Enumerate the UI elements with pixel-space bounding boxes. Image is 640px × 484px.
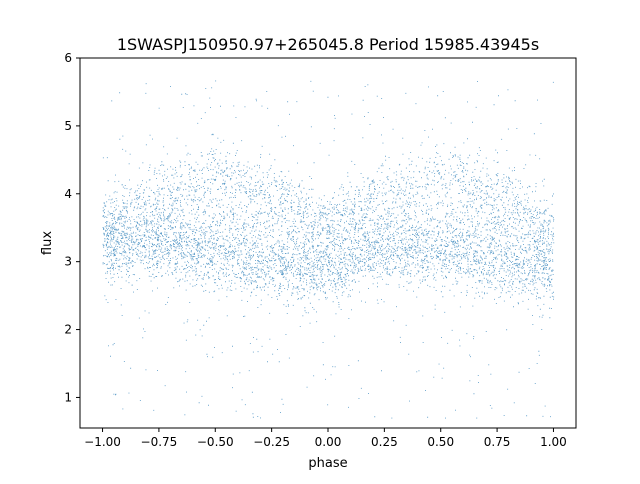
x-axis-ticks: −1.00 −0.75 −0.50 −0.25 0.00 0.25 0.50 0.75 1.00 <box>84 428 567 449</box>
x-tick-label: −1.00 <box>84 435 121 449</box>
x-axis-label: phase <box>308 456 347 471</box>
x-tick-label: −0.50 <box>197 435 234 449</box>
x-tick-label: 0.25 <box>371 435 398 449</box>
y-tick-label: 3 <box>64 255 72 269</box>
x-tick-label: −0.25 <box>253 435 290 449</box>
y-tick-label: 5 <box>64 119 72 133</box>
scatter-points <box>102 80 555 419</box>
y-tick-label: 4 <box>64 187 72 201</box>
y-axis-label: flux <box>40 231 55 255</box>
x-tick-label: −0.75 <box>141 435 178 449</box>
chart-title: 1SWASPJ150950.97+265045.8 Period 15985.4… <box>117 35 539 54</box>
x-tick-label: 0.00 <box>315 435 342 449</box>
x-tick-label: 0.50 <box>427 435 454 449</box>
x-tick-label: 0.75 <box>484 435 511 449</box>
y-tick-label: 6 <box>64 51 72 65</box>
plot-frame <box>79 57 577 429</box>
data-points <box>102 80 555 419</box>
x-tick-label: 1.00 <box>540 435 567 449</box>
y-tick-label: 2 <box>64 323 72 337</box>
y-tick-label: 1 <box>64 390 72 404</box>
y-axis-ticks: 1 2 3 4 5 6 <box>64 51 80 404</box>
